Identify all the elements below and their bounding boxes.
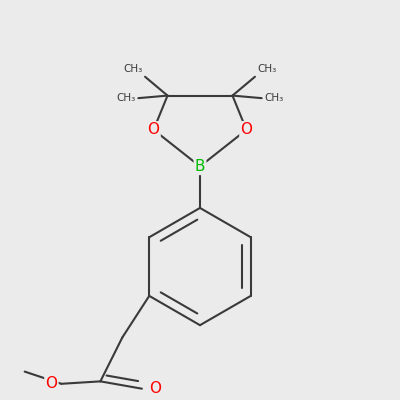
Text: O: O bbox=[148, 122, 160, 137]
Text: B: B bbox=[195, 159, 205, 174]
Text: CH₃: CH₃ bbox=[264, 93, 283, 103]
Text: O: O bbox=[149, 381, 161, 396]
Text: O: O bbox=[45, 376, 57, 391]
Text: O: O bbox=[240, 122, 252, 137]
Text: CH₃: CH₃ bbox=[117, 93, 136, 103]
Text: CH₃: CH₃ bbox=[123, 64, 143, 74]
Text: CH₃: CH₃ bbox=[257, 64, 277, 74]
